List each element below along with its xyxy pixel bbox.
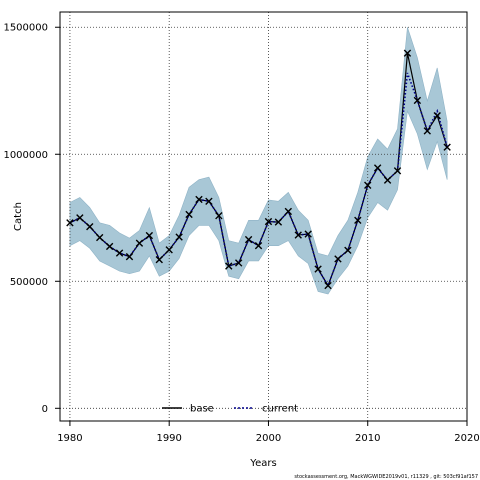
x-tick-label-1990: 1990 (156, 433, 181, 444)
observed-point-2011 (373, 164, 382, 172)
observed-point-1982 (86, 222, 94, 231)
observed-point-1999 (254, 242, 263, 250)
observed-point-2000 (264, 217, 273, 226)
observed-point-1981 (76, 214, 84, 222)
observed-point-1998 (244, 235, 253, 244)
observed-point-1980 (66, 219, 74, 227)
footer-credit: stockassessment.org, MackWGWIDE2019v01, … (294, 474, 478, 480)
observed-point-2008 (344, 246, 352, 254)
observed-point-2016 (423, 127, 431, 135)
observed-point-1984 (105, 242, 114, 251)
y-tick-label-0: 0 (42, 404, 48, 415)
legend: base current (162, 404, 298, 415)
observed-point-1996 (225, 262, 233, 270)
y-tick-label-1500000: 1500000 (3, 23, 48, 34)
observed-point-2004 (304, 230, 312, 238)
observed-point-1986 (125, 252, 134, 261)
observed-point-2006 (324, 281, 332, 290)
x-tick-label-2000: 2000 (256, 433, 281, 444)
observed-point-2009 (354, 216, 362, 225)
observed-point-1983 (96, 233, 104, 242)
observed-point-1994 (205, 197, 213, 205)
observed-point-1989 (155, 255, 163, 264)
x-tick-label-1980: 1980 (57, 433, 82, 444)
observed-point-2007 (334, 255, 342, 263)
observed-point-2010 (364, 181, 372, 189)
observed-point-1991 (175, 233, 183, 241)
observed-point-1997 (234, 259, 243, 267)
x-tick-label-2010: 2010 (355, 433, 380, 444)
legend-label-base: base (190, 404, 214, 415)
observed-point-2002 (284, 207, 293, 216)
y-tick-label-1000000: 1000000 (3, 150, 48, 161)
observed-point-2018 (443, 143, 451, 151)
confidence-band (69, 27, 448, 295)
observed-point-2013 (393, 167, 402, 175)
y-tick-label-500000: 500000 (10, 277, 48, 288)
observed-point-1988 (145, 231, 154, 240)
x-axis-title: Years (249, 458, 276, 469)
plot-frame (59, 11, 468, 422)
legend-label-current: current (262, 404, 298, 415)
observed-point-1987 (135, 239, 144, 247)
observed-point-2012 (383, 176, 392, 184)
observed-point-1995 (215, 212, 223, 220)
observed-points-layer (66, 49, 451, 290)
observed-point-1990 (165, 246, 173, 254)
observed-point-2015 (413, 96, 422, 105)
observed-point-2014 (403, 49, 412, 57)
observed-point-1993 (195, 195, 203, 204)
observed-point-1992 (185, 210, 193, 219)
observed-point-2003 (294, 231, 302, 239)
observed-point-2017 (433, 111, 441, 120)
observed-point-2001 (274, 218, 283, 226)
observed-point-2005 (314, 265, 322, 273)
confidence-band-layer (69, 27, 448, 295)
y-axis-title: Catch (13, 202, 24, 231)
x-tick-label-2020: 2020 (454, 433, 479, 444)
axes-layer: 1980 1990 2000 2010 2020 0 500000 1000000 150000… (3, 23, 479, 444)
observed-point-1985 (115, 249, 124, 257)
